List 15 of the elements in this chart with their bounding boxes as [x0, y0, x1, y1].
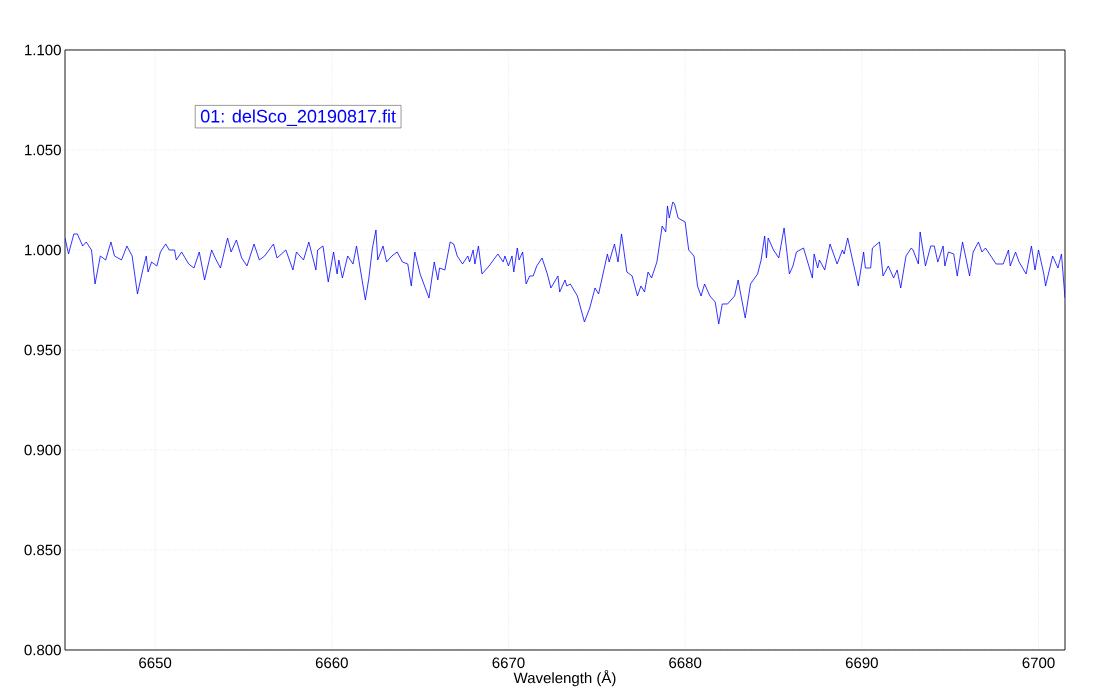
text: 01: delSco_20190817.fit	[200, 109, 396, 126]
y-tick-label: 1.000	[25, 244, 61, 256]
x-tick-label: 6690	[845, 657, 878, 669]
y-tick-label: 1.100	[25, 44, 61, 56]
x-tick-label: 6680	[669, 657, 702, 669]
x-tick-label: 6660	[315, 657, 348, 669]
y-tick-label: 0.900	[24, 444, 61, 456]
x-tick-label: 6700	[1022, 657, 1055, 669]
y-tick-label: 0.850	[24, 544, 61, 556]
x-tick-label: 6670	[492, 657, 525, 669]
x-tick-label: 6650	[139, 657, 172, 669]
y-tick-label: 0.800	[24, 644, 61, 656]
y-tick-label: 1.050	[25, 144, 61, 156]
x-axis-title: Wavelength (Å)	[513, 670, 616, 687]
y-tick-label: 0.950	[24, 344, 61, 356]
